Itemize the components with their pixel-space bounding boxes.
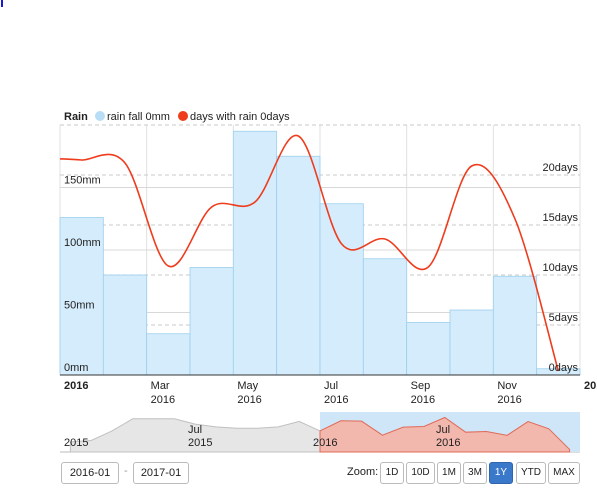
left-y-label: 50mm	[64, 300, 95, 312]
zoom-button-ytd[interactable]: YTD	[516, 462, 546, 484]
zoom-button-1d[interactable]: 1D	[380, 462, 404, 484]
left-y-label: 0mm	[64, 362, 88, 374]
zoom-button-1m[interactable]: 1M	[437, 462, 461, 484]
right-y-label: 5days	[549, 312, 579, 324]
x-tick-year-label: 2016	[324, 394, 348, 406]
bar-2016-09	[406, 322, 451, 376]
bar-2016-06	[276, 155, 321, 376]
x-tick-year-label: 2016	[411, 394, 435, 406]
zoom-button-max[interactable]: MAX	[548, 462, 580, 484]
bar-2016-11	[492, 275, 538, 376]
navigator-label: Jul	[188, 424, 202, 436]
bar-2016-02	[102, 274, 148, 376]
legend-rain-days-marker	[178, 111, 188, 121]
x-tick-label: Jul	[324, 380, 338, 392]
navigator-label: Jul	[436, 424, 450, 436]
navigator-unselected-area	[69, 418, 321, 453]
right-y-label: 10days	[543, 262, 579, 274]
bar-2016-10	[449, 309, 494, 376]
axis-layer: 0mm 50mm 100mm 150mm 0days 5days 10days 15days 2…	[60, 162, 597, 406]
x-tick-label: Sep	[411, 380, 431, 392]
left-y-label: 150mm	[64, 175, 101, 187]
zoom-label: Zoom:	[347, 466, 379, 478]
x-tick-year-label: 2016	[237, 394, 261, 406]
zoom-button-1y[interactable]: 1Y	[489, 462, 513, 484]
legend[interactable]: Rain rain fall 0mm days with rain 0days	[64, 111, 290, 123]
bar-2016-05	[232, 130, 278, 376]
legend-title: Rain	[64, 111, 88, 123]
x-tick-label: 2017	[584, 380, 597, 392]
bar-2016-08	[362, 258, 408, 376]
to-date-input[interactable]: 2017-01	[133, 462, 189, 484]
range-selector: 2016-01 - 2017-01 Zoom: 1D 10D 1M 3M 1Y YTD MA…	[0, 458, 597, 488]
x-tick-label: Nov	[497, 380, 517, 392]
legend-rain-days-label: days with rain 0days	[190, 111, 290, 123]
bars-layer	[59, 130, 581, 376]
bar-2016-04	[189, 267, 234, 376]
zoom-button-3m[interactable]: 3M	[463, 462, 487, 484]
navigator-label-year: 2016	[436, 437, 460, 449]
legend-rain-fall-marker	[95, 111, 105, 121]
x-tick-year-label: 2016	[151, 394, 175, 406]
line-layer	[59, 135, 560, 372]
rain-days-line	[59, 135, 560, 372]
left-y-label: 100mm	[64, 237, 101, 249]
navigator-label: 2016	[313, 437, 337, 449]
corner-mark	[1, 0, 3, 7]
bar-2016-03	[146, 333, 191, 376]
right-y-label: 15days	[543, 212, 579, 224]
legend-rain-fall-label: rain fall 0mm	[107, 111, 170, 123]
navigator-selected-area	[319, 416, 571, 453]
x-tick-label: May	[237, 380, 258, 392]
bar-2016-01	[59, 217, 104, 376]
x-tick-label: 2016	[64, 380, 88, 392]
bar-2016-07	[319, 203, 364, 376]
from-date-input[interactable]: 2016-01	[61, 462, 119, 484]
zoom-button-10d[interactable]: 10D	[406, 462, 435, 484]
right-y-label: 0days	[549, 362, 579, 374]
x-tick-label: Mar	[151, 380, 170, 392]
navigator-label-year: 2015	[188, 437, 212, 449]
date-separator: -	[124, 465, 128, 477]
x-tick-year-label: 2016	[497, 394, 521, 406]
navigator-label: 2015	[64, 437, 88, 449]
right-y-label: 20days	[543, 162, 579, 174]
rain-chart: 0mm 50mm 100mm 150mm 0days 5days 10days 15days 2…	[59, 111, 597, 453]
